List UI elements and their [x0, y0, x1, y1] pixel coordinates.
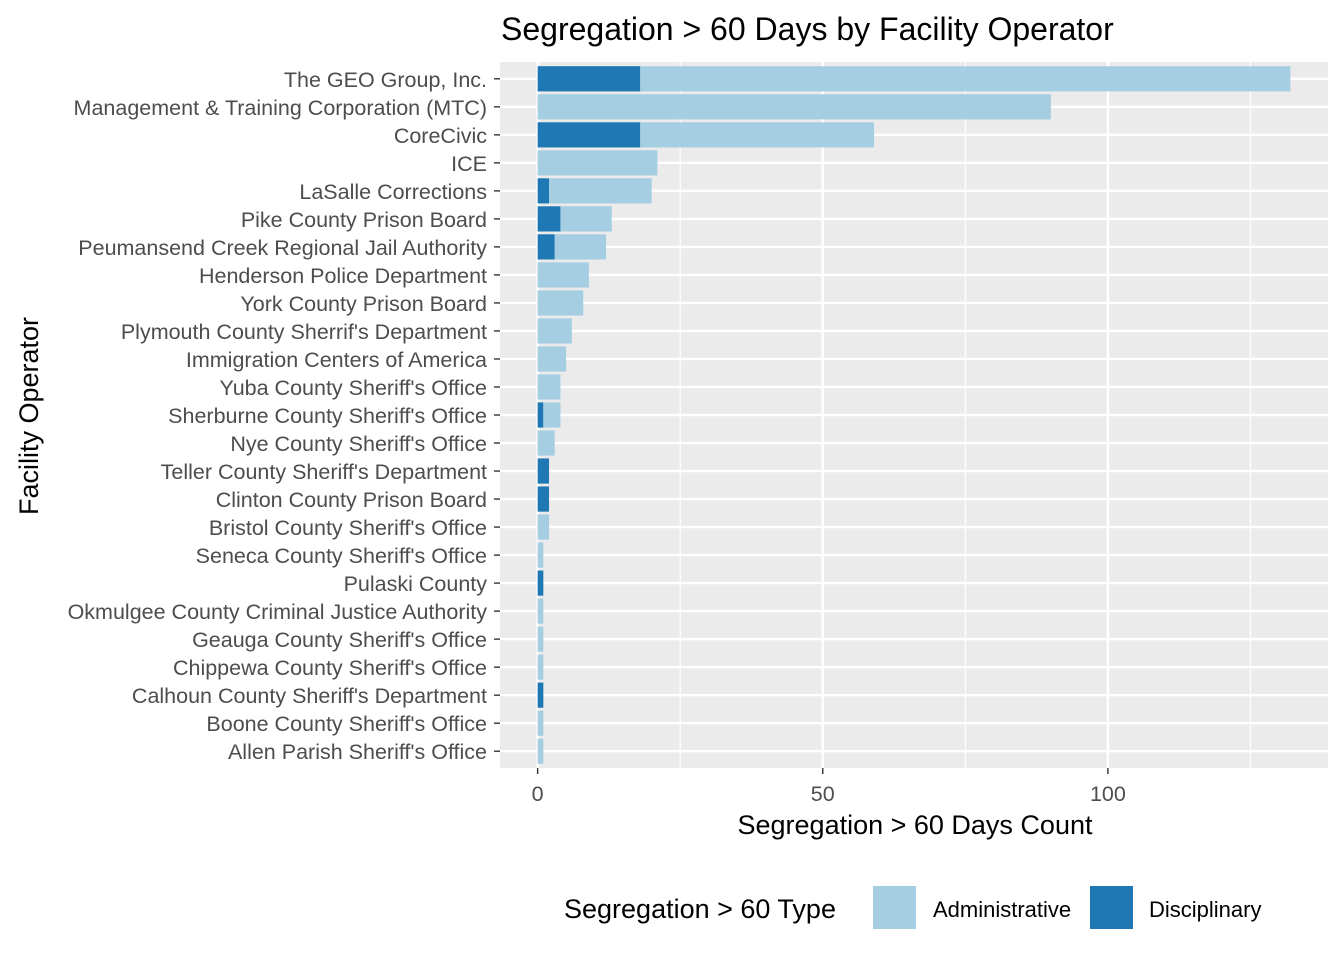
- bar-disciplinary-the-geo-group-inc: [537, 66, 641, 92]
- y-tick-label-pike-county-prison-board: Pike County Prison Board: [241, 208, 487, 232]
- y-tick-label-management-training-corporation-mtc: Management & Training Corporation (MTC): [74, 96, 487, 120]
- y-tick-label-yuba-county-sheriff-s-office: Yuba County Sheriff's Office: [220, 376, 487, 400]
- y-tick-label-seneca-county-sheriff-s-office: Seneca County Sheriff's Office: [196, 544, 487, 568]
- bar-administrative-okmulgee-county-criminal-justice-authority: [537, 598, 544, 624]
- bar-administrative-bristol-county-sheriff-s-office: [537, 514, 550, 540]
- bar-administrative-plymouth-county-sherrif-s-department: [537, 318, 572, 344]
- bar-administrative-peumansend-creek-regional-jail-authority: [554, 234, 607, 260]
- bars: [537, 66, 1291, 764]
- x-tick-label-100: 100: [1090, 782, 1126, 806]
- y-tick-label-geauga-county-sheriff-s-office: Geauga County Sheriff's Office: [192, 628, 487, 652]
- legend-title: Segregation > 60 Type: [564, 894, 836, 924]
- y-tick-label-clinton-county-prison-board: Clinton County Prison Board: [216, 488, 487, 512]
- y-axis: The GEO Group, Inc. Management & Training…: [68, 68, 500, 764]
- bar-administrative-seneca-county-sheriff-s-office: [537, 542, 544, 568]
- bar-administrative-lasalle-corrections: [549, 178, 652, 204]
- y-tick-label-henderson-police-department: Henderson Police Department: [199, 264, 487, 288]
- y-tick-label-plymouth-county-sherrif-s-department: Plymouth County Sherrif's Department: [121, 320, 487, 344]
- bar-administrative-boone-county-sheriff-s-office: [537, 710, 544, 736]
- bar-administrative-chippewa-county-sheriff-s-office: [537, 654, 544, 680]
- legend-key-administrative: [873, 886, 916, 929]
- bar-administrative-yuba-county-sheriff-s-office: [537, 374, 561, 400]
- bar-administrative-ice: [537, 150, 658, 176]
- bar-administrative-sherburne-county-sheriff-s-office: [543, 402, 561, 428]
- bar-administrative-corecivic: [640, 122, 875, 148]
- x-tick-label-0: 0: [532, 782, 544, 806]
- chart-title: Segregation > 60 Days by Facility Operat…: [501, 11, 1114, 47]
- y-tick-label-boone-county-sheriff-s-office: Boone County Sheriff's Office: [206, 712, 487, 736]
- y-tick-label-immigration-centers-of-america: Immigration Centers of America: [186, 348, 487, 372]
- bar-disciplinary-pike-county-prison-board: [537, 206, 561, 232]
- bar-disciplinary-teller-county-sheriff-s-department: [537, 458, 550, 484]
- x-axis: 0 50 100: [532, 768, 1126, 806]
- bar-disciplinary-peumansend-creek-regional-jail-authority: [537, 234, 555, 260]
- bar-disciplinary-lasalle-corrections: [537, 178, 550, 204]
- y-tick-label-chippewa-county-sheriff-s-office: Chippewa County Sheriff's Office: [173, 656, 487, 680]
- bar-disciplinary-corecivic: [537, 122, 641, 148]
- y-tick-label-teller-county-sheriff-s-department: Teller County Sheriff's Department: [161, 460, 487, 484]
- legend: Segregation > 60 Type Administrative Dis…: [564, 886, 1261, 929]
- y-tick-label-corecivic: CoreCivic: [394, 124, 487, 148]
- y-tick-label-okmulgee-county-criminal-justice-authority: Okmulgee County Criminal Justice Authori…: [68, 600, 488, 624]
- y-tick-label-calhoun-county-sheriff-s-department: Calhoun County Sheriff's Department: [132, 684, 487, 708]
- bar-disciplinary-sherburne-county-sheriff-s-office: [537, 402, 544, 428]
- bar-administrative-nye-county-sheriff-s-office: [537, 430, 555, 456]
- bar-administrative-geauga-county-sheriff-s-office: [537, 626, 544, 652]
- legend-key-disciplinary: [1090, 886, 1133, 929]
- bar-administrative-pike-county-prison-board: [560, 206, 612, 232]
- x-axis-title: Segregation > 60 Days Count: [738, 810, 1093, 840]
- bar-disciplinary-clinton-county-prison-board: [537, 486, 550, 512]
- y-tick-label-york-county-prison-board: York County Prison Board: [240, 292, 487, 316]
- y-tick-label-nye-county-sheriff-s-office: Nye County Sheriff's Office: [230, 432, 487, 456]
- y-tick-label-peumansend-creek-regional-jail-authority: Peumansend Creek Regional Jail Authority: [78, 236, 487, 260]
- y-axis-title: Facility Operator: [14, 317, 44, 515]
- legend-label-administrative: Administrative: [933, 897, 1071, 922]
- y-tick-label-sherburne-county-sheriff-s-office: Sherburne County Sheriff's Office: [168, 404, 487, 428]
- bar-administrative-the-geo-group-inc: [640, 66, 1291, 92]
- legend-label-disciplinary: Disciplinary: [1149, 897, 1261, 922]
- bar-administrative-immigration-centers-of-america: [537, 346, 567, 372]
- y-tick-label-the-geo-group-inc: The GEO Group, Inc.: [284, 68, 487, 92]
- y-tick-label-bristol-county-sheriff-s-office: Bristol County Sheriff's Office: [209, 516, 487, 540]
- bar-administrative-henderson-police-department: [537, 262, 589, 288]
- bar-disciplinary-pulaski-county: [537, 570, 544, 596]
- y-tick-label-lasalle-corrections: LaSalle Corrections: [299, 180, 487, 204]
- y-tick-label-allen-parish-sheriff-s-office: Allen Parish Sheriff's Office: [228, 740, 487, 764]
- bar-administrative-allen-parish-sheriff-s-office: [537, 738, 544, 764]
- bar-disciplinary-calhoun-county-sheriff-s-department: [537, 682, 544, 708]
- bar-administrative-management-training-corporation-mtc: [537, 94, 1051, 120]
- bar-administrative-york-county-prison-board: [537, 290, 584, 316]
- y-tick-label-ice: ICE: [451, 152, 487, 176]
- x-tick-label-50: 50: [811, 782, 835, 806]
- y-tick-label-pulaski-county: Pulaski County: [344, 572, 488, 596]
